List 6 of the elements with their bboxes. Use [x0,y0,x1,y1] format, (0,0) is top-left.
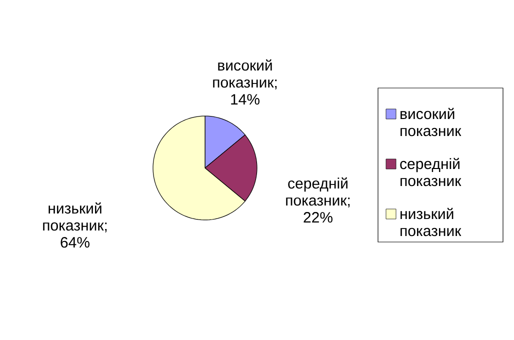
data-label: високий показник; 14% [213,59,277,105]
legend-label: низький показник [400,208,462,236]
legend-label: високий показник [400,108,462,136]
data-label: низький показник; 64% [43,202,107,248]
data-label: середній показник; 22% [286,177,350,223]
legend-label: середній показник [400,158,462,186]
